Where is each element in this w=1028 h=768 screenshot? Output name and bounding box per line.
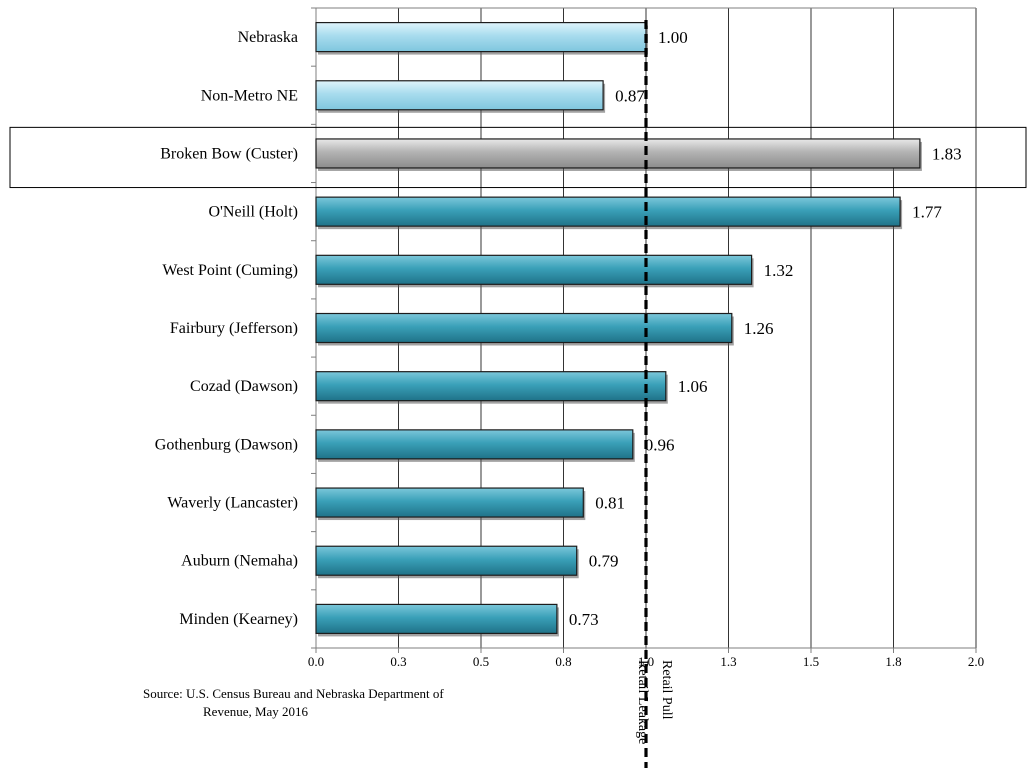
bar-o-neill-holt <box>315 196 901 227</box>
retail-pull-label: Retail Pull <box>659 660 674 720</box>
bar-non-metro-ne <box>315 80 604 111</box>
bar-gothenburg-dawson <box>315 429 634 460</box>
value-label: 0.81 <box>595 494 625 513</box>
category-label: Cozad (Dawson) <box>190 378 298 395</box>
bar-minden-kearney <box>315 603 558 635</box>
value-label: 1.00 <box>658 28 688 47</box>
bar-cozad-dawson <box>315 371 667 402</box>
source-line-1: Source: U.S. Census Bureau and Nebraska … <box>143 686 444 701</box>
value-label: 1.83 <box>932 144 962 163</box>
value-label: 1.77 <box>912 203 942 222</box>
x-tick-label: 0.5 <box>473 654 489 669</box>
x-tick-label: 0.3 <box>390 654 406 669</box>
category-label: Auburn (Nemaha) <box>181 553 298 570</box>
value-label: 0.87 <box>615 86 645 105</box>
category-label: Nebraska <box>238 29 298 46</box>
x-tick-label: 1.5 <box>803 654 819 669</box>
highlight-row-box <box>9 126 1027 189</box>
value-label: 0.96 <box>645 435 675 454</box>
category-label: Minden (Kearney) <box>179 611 298 628</box>
category-label: Non-Metro NE <box>201 87 298 104</box>
x-tick-label: 1.8 <box>885 654 901 669</box>
x-tick-label: 1.0 <box>638 654 654 669</box>
category-label: West Point (Cuming) <box>162 262 298 279</box>
value-label: 1.26 <box>744 319 774 338</box>
bar-west-point-cuming <box>315 254 753 285</box>
category-label: Gothenburg (Dawson) <box>155 436 298 453</box>
bar-nebraska <box>315 21 647 53</box>
value-label: 0.79 <box>589 552 619 571</box>
value-label: 0.73 <box>569 610 599 629</box>
source-note: Source: U.S. Census Bureau and Nebraska … <box>143 685 444 721</box>
bar-auburn-nemaha <box>315 545 578 576</box>
category-label: Waverly (Lancaster) <box>167 495 298 512</box>
x-tick-label: 0.0 <box>308 654 324 669</box>
value-label: 1.06 <box>678 377 708 396</box>
category-label: O'Neill (Holt) <box>208 204 298 221</box>
category-label: Broken Bow (Custer) <box>160 145 298 162</box>
retail-leakage-label: Retail Leakage <box>635 660 650 744</box>
bar-broken-bow-custer <box>315 138 921 169</box>
bar-fairbury-jefferson <box>315 312 733 344</box>
value-label: 1.32 <box>764 261 794 280</box>
x-tick-label: 2.0 <box>968 654 984 669</box>
bar-waverly-lancaster <box>315 487 584 518</box>
x-tick-label: 0.8 <box>555 654 571 669</box>
category-label: Fairbury (Jefferson) <box>170 320 298 337</box>
source-line-2: Revenue, May 2016 <box>203 704 309 719</box>
x-tick-label: 1.3 <box>720 654 736 669</box>
